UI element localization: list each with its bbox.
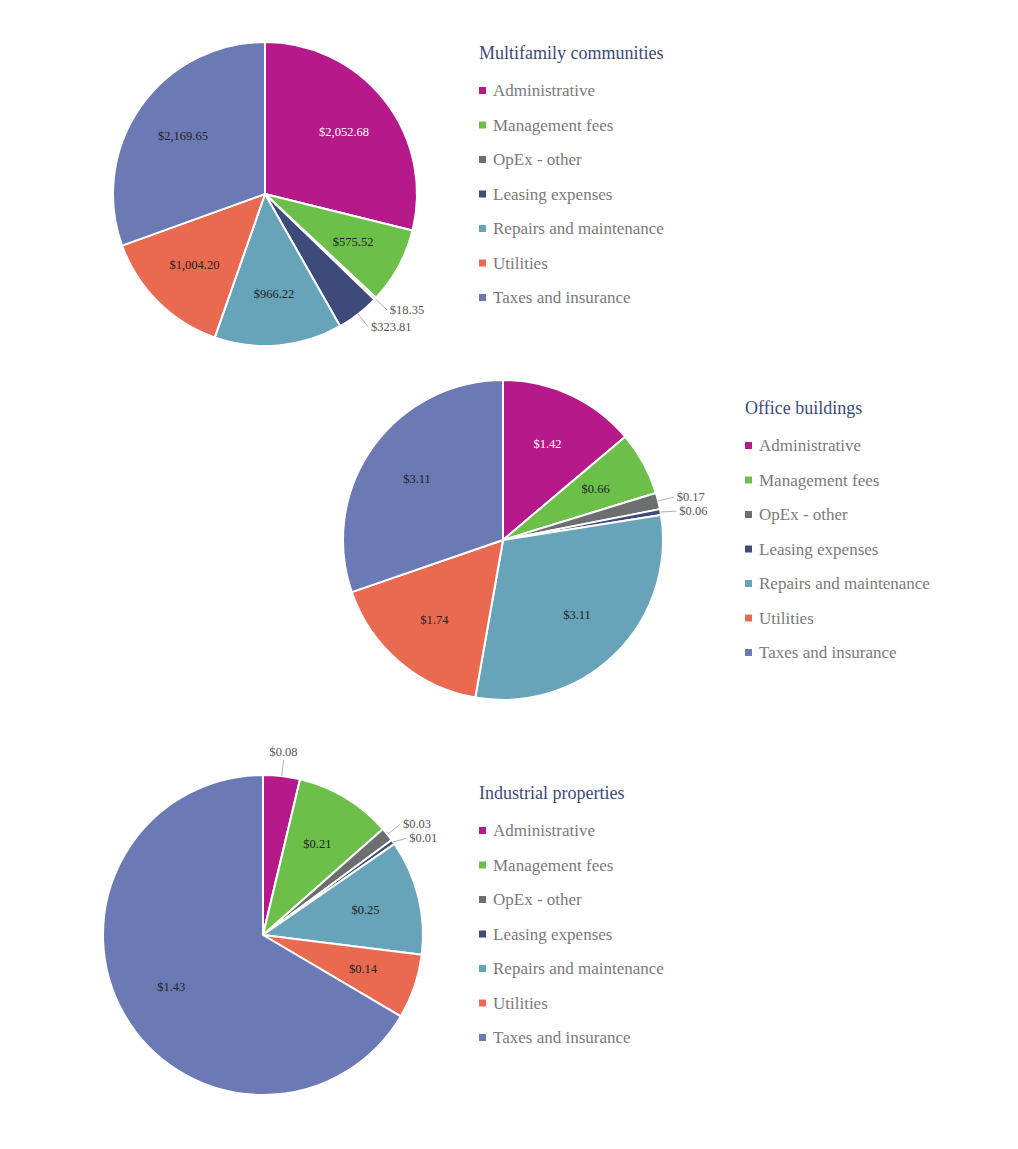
legend-label: Management fees [493,116,613,135]
legend-swatch [745,442,752,449]
data-label: $0.25 [351,903,379,917]
legend-label: Repairs and maintenance [493,219,664,238]
legend-swatch [479,931,486,938]
legend-swatch [479,1034,486,1041]
legend: Multifamily communities Administrative Man… [479,43,664,307]
legend-label: Taxes and insurance [493,1028,631,1047]
data-label: $0.14 [349,962,378,976]
data-label: $0.17 [677,490,705,504]
data-label: $0.08 [269,745,297,759]
data-label: $0.66 [582,482,610,496]
pie-chart: $2,052.68 $575.52 $18.35 $323.81 $966.22 $1,0… [113,42,424,346]
leader-line [358,314,368,327]
chart-title: Industrial properties [479,783,624,803]
data-label: $3.11 [403,472,431,486]
legend-label: Utilities [493,254,548,273]
legend-label: Utilities [493,994,548,1013]
data-label: $1,004.20 [169,258,219,272]
legend-label: Management fees [759,471,879,490]
legend: Industrial properties Administrative Manag… [479,783,664,1047]
legend-label: Leasing expenses [759,540,878,559]
legend-swatch [479,260,486,267]
leader-line [658,497,674,501]
legend: Office buildings Administrative Management… [745,398,930,662]
pie-slice [113,42,265,246]
legend-swatch [745,580,752,587]
data-label: $18.35 [390,303,424,317]
legend-swatch [479,294,486,301]
legend-label: Management fees [493,856,613,875]
legend-swatch [479,862,486,869]
leader-line [375,299,387,310]
legend-label: Utilities [759,609,814,628]
data-label: $0.01 [409,831,437,845]
legend-swatch [479,156,486,163]
legend-label: Repairs and maintenance [759,574,930,593]
chart-title: Office buildings [745,398,862,418]
legend-label: Taxes and insurance [759,643,897,662]
data-label: $2,169.65 [158,129,208,143]
data-label: $966.22 [254,287,295,301]
leader-line [387,824,399,834]
pie-slice [103,775,401,1095]
leader-line [282,760,284,776]
legend-label: Leasing expenses [493,925,612,944]
data-label: $323.81 [371,320,412,334]
legend-swatch [479,122,486,129]
legend-label: Administrative [493,821,595,840]
legend-swatch [479,827,486,834]
legend-label: Administrative [493,81,595,100]
legend-label: OpEx - other [759,505,848,524]
data-label: $0.06 [679,504,707,518]
data-label: $1.74 [420,613,449,627]
legend-swatch [479,965,486,972]
pie-chart: $0.08 $0.21 $0.03$0.01 $0.25 $0.14 $1.43 [103,745,437,1095]
legend-swatch [479,191,486,198]
legend-label: OpEx - other [493,150,582,169]
data-label: $1.43 [157,980,185,994]
leader-line [393,838,406,841]
legend-label: Administrative [759,436,861,455]
chart-canvas: $2,052.68 $575.52 $18.35 $323.81 $966.22 $1,0… [0,0,1018,1149]
legend-swatch [479,896,486,903]
legend-swatch [745,511,752,518]
data-label: $1.42 [533,437,561,451]
legend-swatch [745,546,752,553]
pie-chart: $1.42 $0.66 $0.17$0.06 $3.11 $1.74 $3.11 [343,380,707,700]
legend-swatch [479,1000,486,1007]
leader-line [661,511,677,513]
legend-label: Leasing expenses [493,185,612,204]
legend-label: Repairs and maintenance [493,959,664,978]
legend-swatch [745,649,752,656]
data-label: $0.03 [403,817,431,831]
legend-label: OpEx - other [493,890,582,909]
legend-swatch [479,225,486,232]
legend-swatch [479,87,486,94]
legend-label: Taxes and insurance [493,288,631,307]
data-label: $2,052.68 [319,125,369,139]
legend-swatch [745,615,752,622]
data-label: $3.11 [563,608,591,622]
pie-slice [343,380,503,592]
data-label: $575.52 [333,235,374,249]
data-label: $0.21 [303,837,331,851]
chart-title: Multifamily communities [479,43,663,63]
legend-swatch [745,477,752,484]
